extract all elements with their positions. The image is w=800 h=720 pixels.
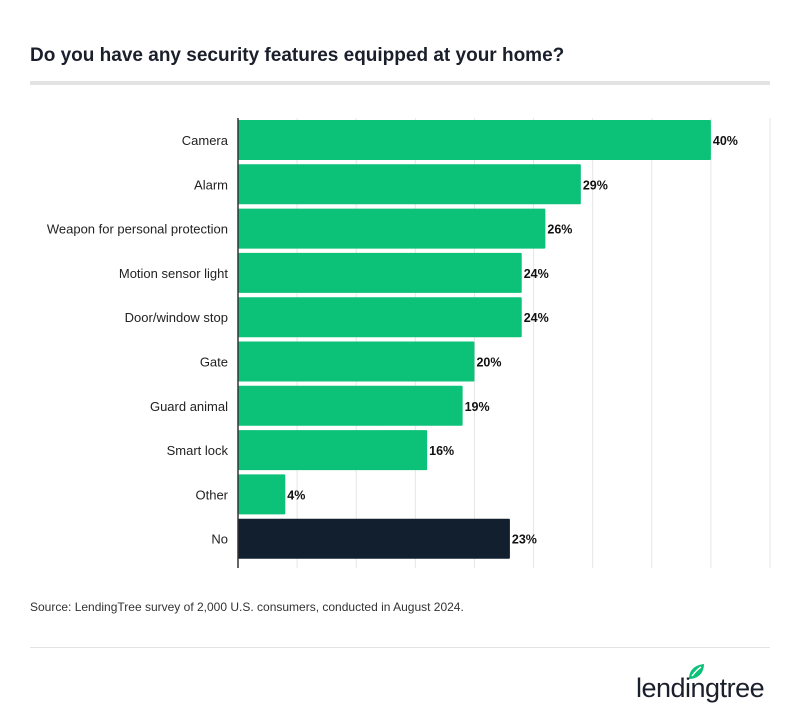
category-label: Door/window stop: [125, 310, 228, 325]
leaf-icon: [689, 664, 704, 679]
category-label: No: [211, 532, 228, 547]
title-divider: [30, 81, 770, 85]
category-label: Alarm: [194, 177, 228, 192]
bar: [238, 120, 711, 160]
category-label: Smart lock: [167, 443, 229, 458]
value-label: 29%: [583, 178, 608, 192]
category-label: Other: [195, 487, 228, 502]
bar: [238, 208, 546, 249]
category-label: Gate: [200, 355, 228, 370]
category-label: Guard animal: [150, 399, 228, 414]
chart-title: Do you have any security features equipp…: [30, 45, 565, 66]
lendingtree-logo: lendingtree: [636, 664, 776, 705]
bar: [238, 430, 428, 471]
source-note: Source: LendingTree survey of 2,000 U.S.…: [30, 600, 464, 614]
value-label: 16%: [429, 444, 454, 458]
value-label: 23%: [512, 533, 537, 547]
bar: [238, 474, 286, 515]
value-label: 4%: [287, 488, 305, 502]
bar: [238, 297, 522, 338]
bar: [238, 252, 522, 293]
category-label: Motion sensor light: [119, 266, 228, 281]
footer-divider: [30, 647, 770, 648]
value-label: 26%: [547, 223, 572, 237]
logo-wordmark: lendingtree: [636, 673, 765, 703]
category-label: Weapon for personal protection: [47, 222, 228, 237]
bar: [238, 164, 581, 205]
value-label: 24%: [524, 267, 549, 281]
bar-chart: Camera 40% Alarm 29% Weapon for personal pro…: [47, 118, 771, 568]
value-label: 40%: [713, 134, 738, 148]
value-label: 19%: [465, 400, 490, 414]
bar: [238, 341, 475, 382]
value-label: 20%: [476, 356, 501, 370]
category-label: Camera: [182, 133, 229, 148]
value-label: 24%: [524, 311, 549, 325]
bar: [238, 385, 463, 426]
bar: [238, 518, 510, 559]
